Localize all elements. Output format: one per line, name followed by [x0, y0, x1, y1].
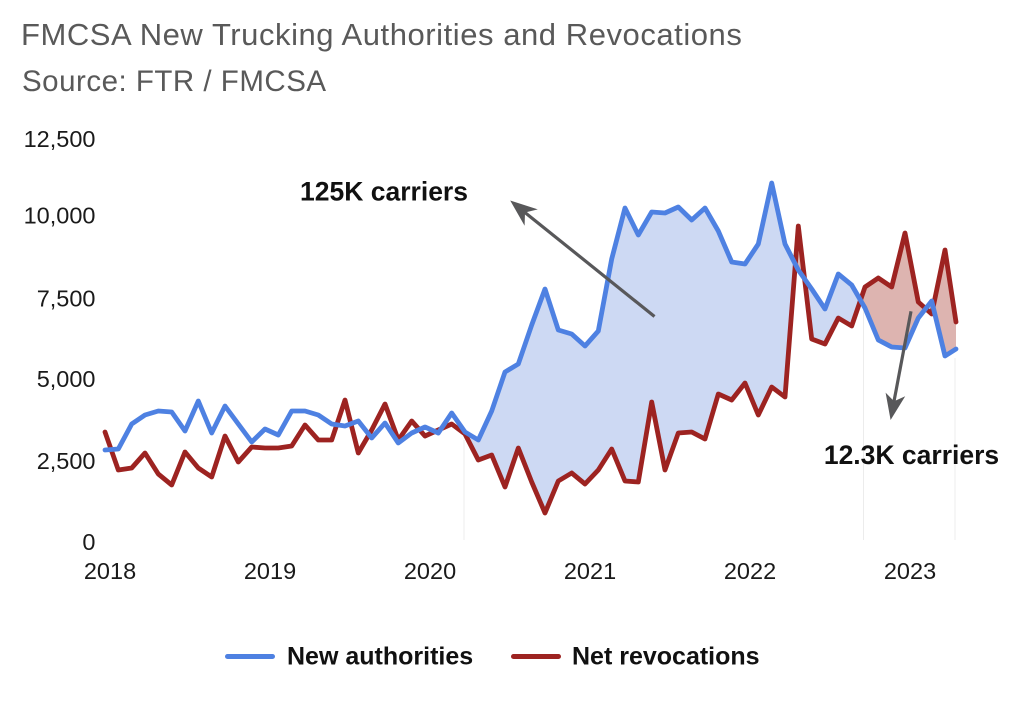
- svg-text:7,500: 7,500: [37, 286, 96, 312]
- svg-text:2023: 2023: [884, 558, 936, 584]
- svg-text:Source: FTR / FMCSA: Source: FTR / FMCSA: [22, 65, 327, 98]
- svg-text:125K carriers: 125K carriers: [300, 177, 468, 207]
- svg-text:FMCSA New Trucking Authorities: FMCSA New Trucking Authorities and Revoc…: [21, 17, 742, 52]
- svg-text:2018: 2018: [84, 558, 136, 584]
- svg-text:12.3K carriers: 12.3K carriers: [824, 440, 999, 470]
- svg-text:2019: 2019: [244, 558, 296, 584]
- svg-text:2020: 2020: [404, 558, 456, 584]
- svg-text:2,500: 2,500: [37, 448, 96, 474]
- svg-text:5,000: 5,000: [37, 366, 96, 392]
- svg-text:12,500: 12,500: [24, 126, 96, 152]
- svg-text:New authorities: New authorities: [287, 643, 473, 671]
- svg-text:2021: 2021: [564, 558, 616, 584]
- svg-text:10,000: 10,000: [24, 203, 96, 229]
- svg-text:Net revocations: Net revocations: [572, 643, 760, 671]
- svg-text:2022: 2022: [724, 558, 776, 584]
- svg-text:0: 0: [82, 529, 95, 555]
